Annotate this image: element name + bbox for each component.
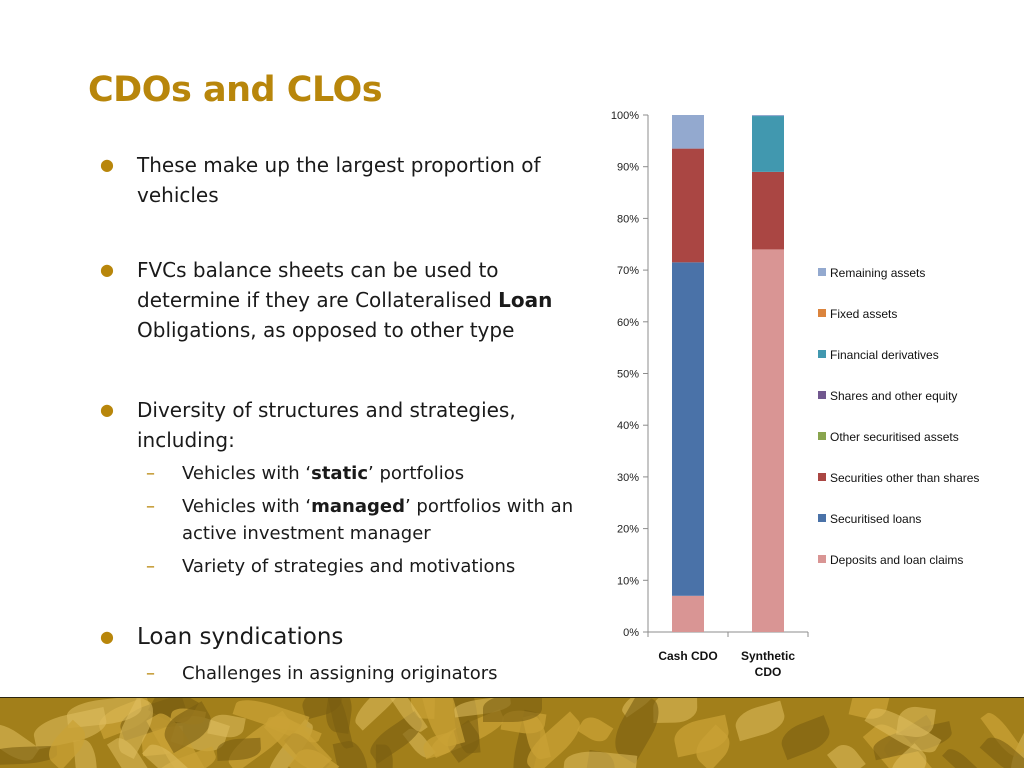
bullet-4: ● Loan syndications [100,622,590,652]
y-tick-label: 10% [617,575,639,587]
footer-leaf-ornament [652,698,698,724]
y-tick-label: 20% [617,524,639,536]
sub-bullet-dash: – [146,496,155,517]
sub-bullet-1-text: Vehicles with ‘static’ portfolios [182,460,586,487]
sub-bullet-3: – Variety of strategies and motivations [146,553,586,580]
legend-swatch [818,391,826,399]
y-tick-label: 60% [617,317,639,329]
sub-bullet-1: – Vehicles with ‘static’ portfolios [146,460,586,487]
decorative-footer-pattern [0,698,1024,768]
legend-swatch [818,514,826,522]
sub-bullet-2-end: ’ portfolios with an active investment m… [182,496,574,544]
sub-bullet-1-start: Vehicles with ‘ [182,463,312,484]
bullet-2: ● FVCs balance sheets can be used to det… [100,255,590,345]
footer-leaf-ornament [732,700,788,741]
sub-bullet-4-text: Challenges in assigning originators [182,663,498,684]
legend-label: Deposits and loan claims [830,553,963,567]
y-tick-label: 50% [617,369,639,381]
stacked-bar-chart: 0% 10% 20% 30% 40% 50% 60% 70% 80% 90% 100% Cash CD… [611,110,980,679]
footer-leaf-ornament [826,739,866,768]
bullet-dot: ● [100,627,114,646]
footer-leaf-ornament [332,738,372,768]
bullet-dot: ● [100,260,114,279]
legend-label: Securities other than shares [830,471,979,485]
bullet-1: ● These make up the largest proportion o… [100,150,590,210]
bullet-4-text: Loan syndications [137,624,344,650]
legend-label: Other securitised assets [830,430,959,444]
sub-bullet-4: – Challenges in assigning originators [146,660,586,687]
sub-bullet-dash: – [146,663,155,684]
y-tick-label: 0% [623,627,639,639]
legend-label: Financial derivatives [830,348,939,362]
footer-leaf-ornament [483,698,543,722]
sub-bullet-dash: – [146,556,155,577]
sub-bullet-2-start: Vehicles with ‘ [182,496,312,517]
footer-leaf-ornament [777,715,835,761]
bullet-3-text: Diversity of structures and strategies, … [137,398,516,452]
bullet-3: ● Diversity of structures and strategies… [100,395,590,455]
legend-label: Shares and other equity [830,389,957,403]
legend-swatch [818,350,826,358]
sub-bullet-2-bold: managed [311,496,405,517]
bullet-dot: ● [100,155,114,174]
bullet-1-text: These make up the largest proportion of … [137,153,541,207]
legend-swatch [818,432,826,440]
legend-label: Fixed assets [830,307,897,321]
sub-bullet-1-end: ’ portfolios [368,463,465,484]
y-tick-label: 30% [617,472,639,484]
y-tick-label: 80% [617,213,639,225]
legend-swatch [818,268,826,276]
footer-leaf-ornament [941,744,981,768]
y-tick-label: 40% [617,420,639,432]
bullet-dot: ● [100,400,114,419]
sub-bullet-2: – Vehicles with ‘managed’ portfolios wit… [146,493,586,547]
sub-bullet-3-text: Variety of strategies and motivations [182,556,516,577]
y-tick-label: 100% [611,110,639,122]
legend-swatch [818,473,826,481]
legend-swatch [818,555,826,563]
y-tick-label: 90% [617,162,639,174]
x-category-label: Cash CDO [658,649,717,663]
legend-label: Remaining assets [830,266,925,280]
bar-segment [752,249,784,633]
bar-segment [752,171,784,250]
footer-leaf-ornament [576,712,614,747]
sub-bullet-2-text: Vehicles with ‘managed’ portfolios with … [182,493,586,547]
x-category-label: CDO [755,665,782,679]
bullet-2-bold: Loan [498,288,553,312]
bar-segment [672,595,704,632]
legend-label: Securitised loans [830,512,921,526]
bullet-2-text-start: FVCs balance sheets can be used to deter… [137,258,499,312]
y-tick-label: 70% [617,265,639,277]
sub-bullet-1-bold: static [311,463,369,484]
bar-segment [672,148,704,263]
slide-title: CDOs and CLOs [88,70,383,110]
bar-segment [752,115,784,117]
bar-segment [672,115,704,149]
bar-segment [752,116,784,172]
bar-segment [672,262,704,596]
sub-bullet-dash: – [146,463,155,484]
x-category-label: Synthetic [741,649,795,663]
bullet-2-text: FVCs balance sheets can be used to deter… [137,255,590,345]
bullet-2-text-end: Obligations, as opposed to other type [137,318,515,342]
legend-swatch [818,309,826,317]
